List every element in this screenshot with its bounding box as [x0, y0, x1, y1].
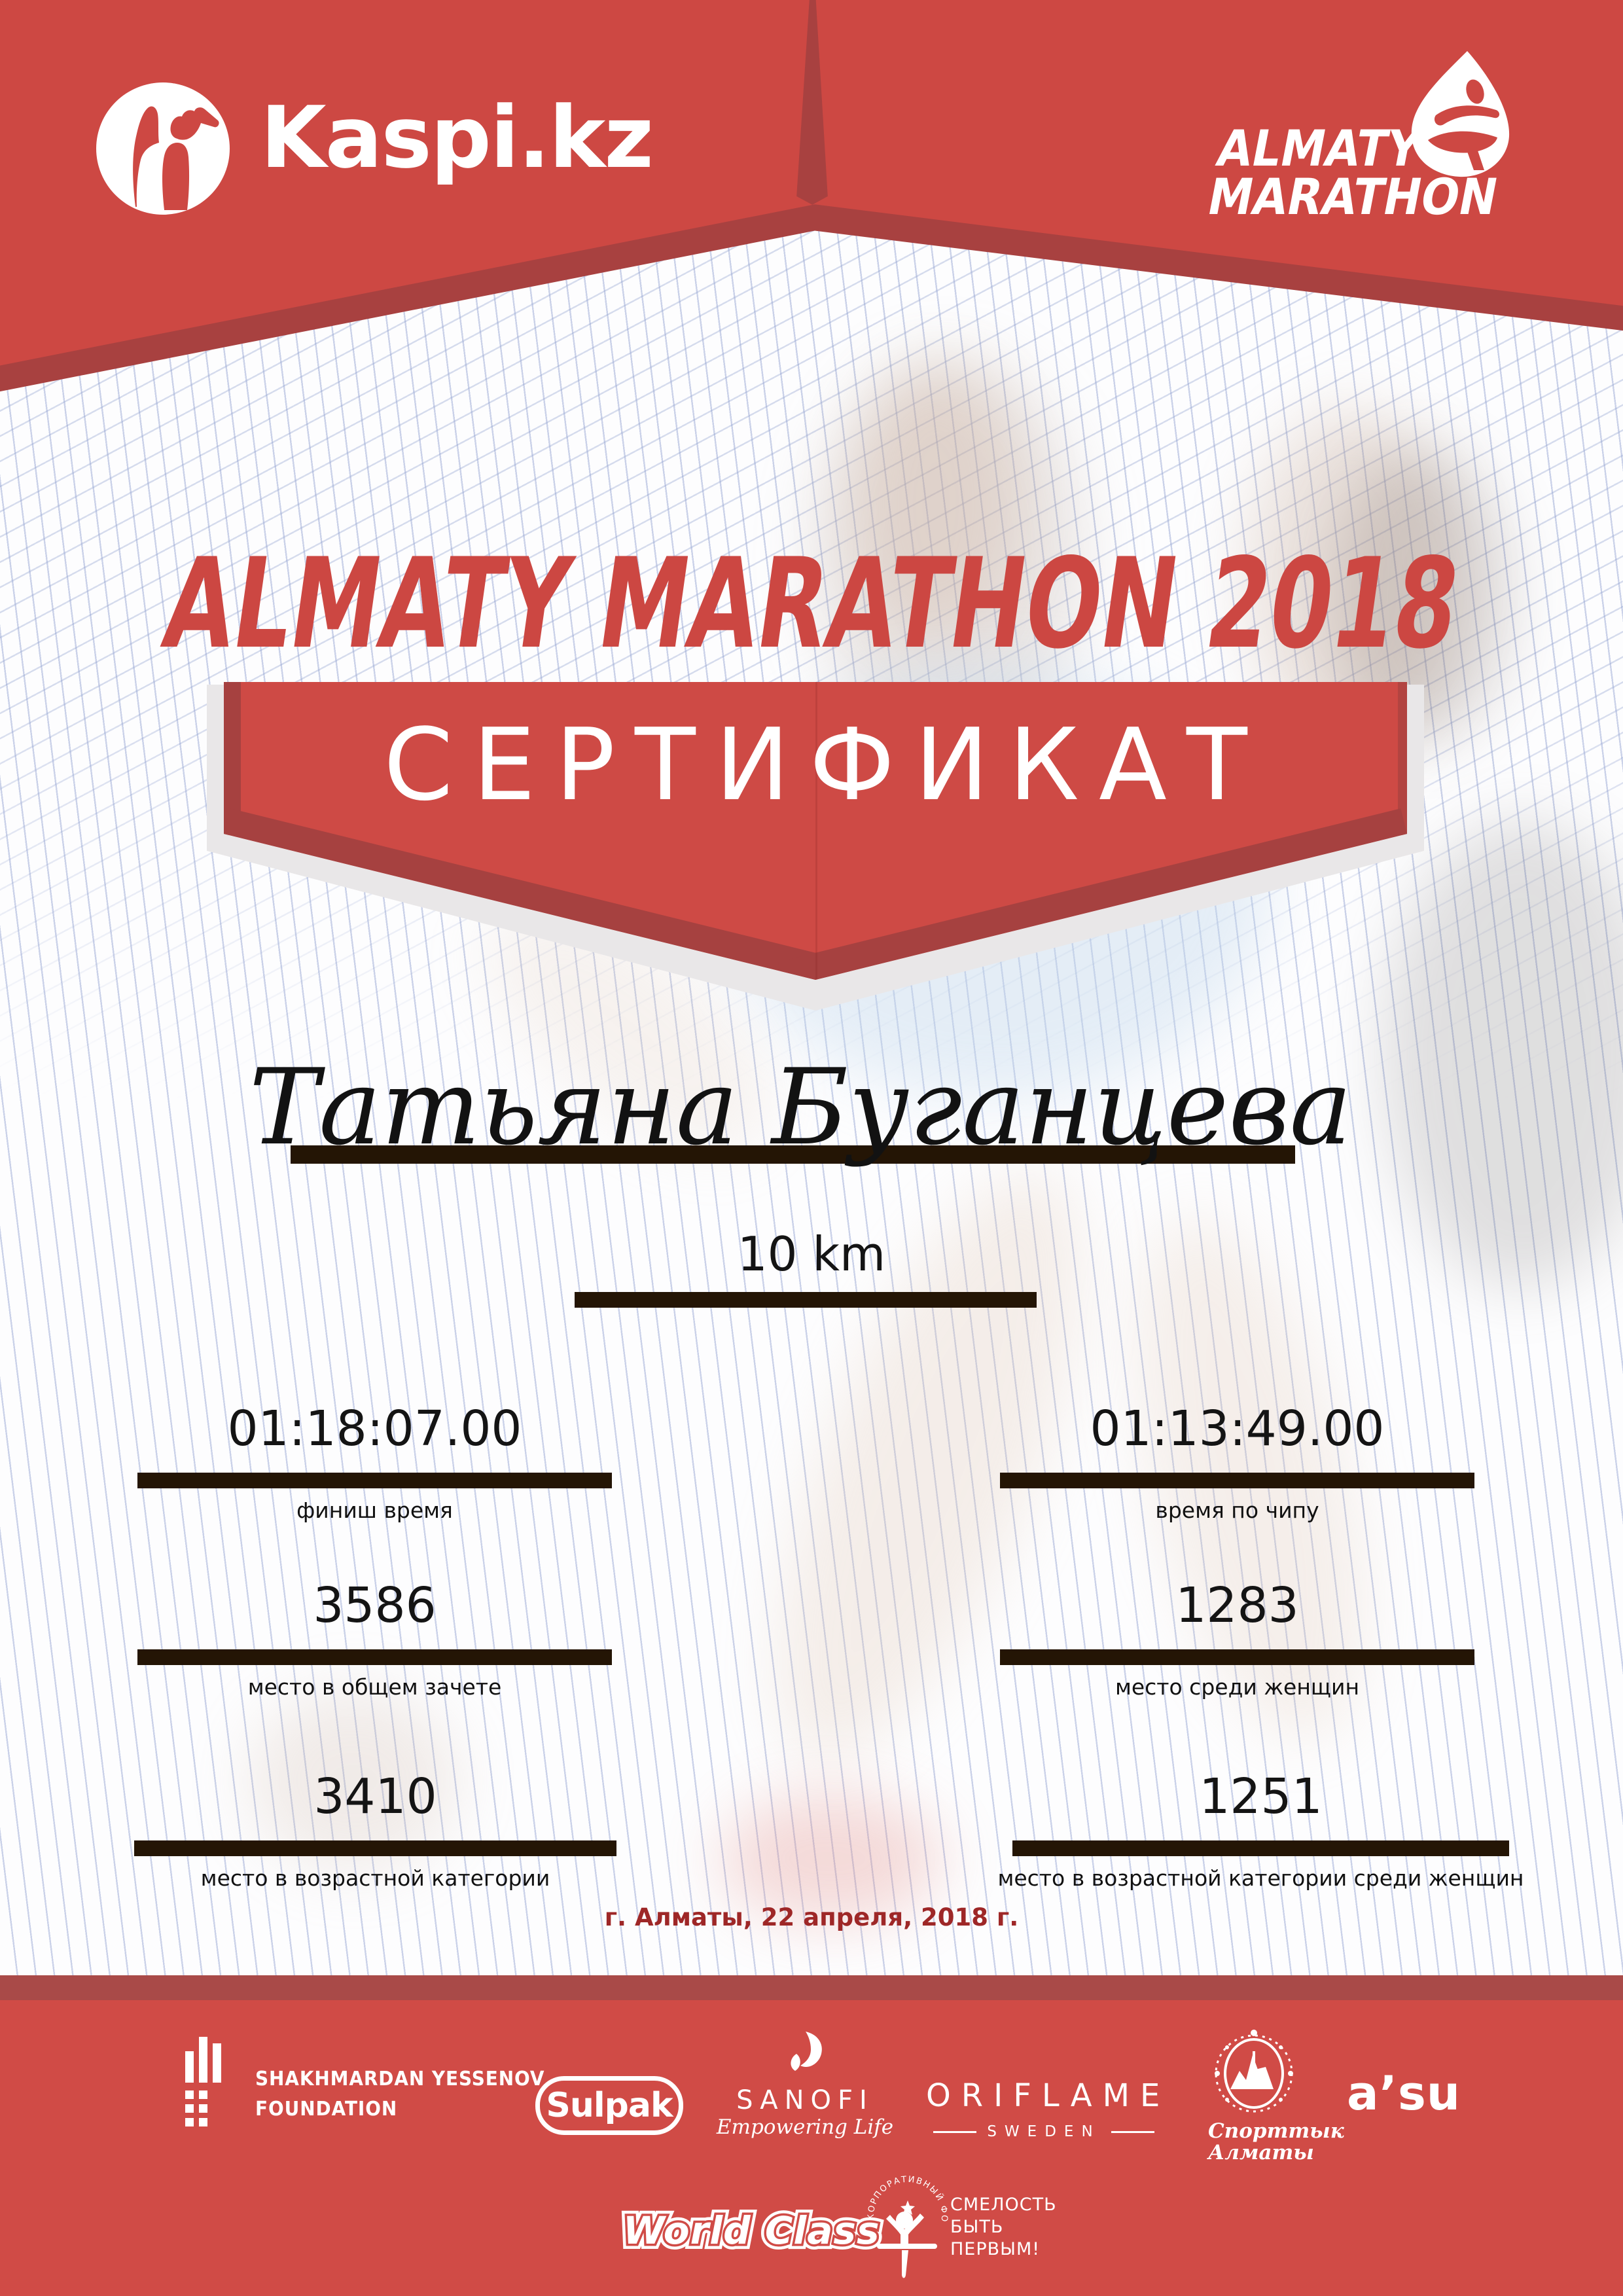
yessenov-square [199, 2090, 207, 2099]
fund-motto: СМЕЛОСТЬ БЫТЬ ПЕРВЫМ! [950, 2194, 1057, 2261]
stat-value: 3410 [313, 1768, 437, 1825]
yessenov-foundation-name: SHAKHMARDAN YESSENOV FOUNDATION [255, 2064, 544, 2125]
photo-blob [1381, 818, 1623, 1289]
footer-sponsor-band: SHAKHMARDAN YESSENOV FOUNDATION Sulpak S… [0, 2000, 1623, 2296]
guilloche-pattern [0, 183, 1623, 1990]
participant-name: Татьяна Буганцева [249, 1046, 1352, 1168]
kaspi-logo-text: Kaspi.kz [260, 88, 654, 187]
stat-underline [137, 1649, 612, 1665]
sulpak-logo-text: Sulpak [546, 2086, 673, 2125]
stat-label: место в общем зачете [247, 1674, 502, 1700]
fund-logo: КОРПОРАТИВНЫЙ ФОНД [861, 2164, 950, 2283]
sport-almaty-line2: Алматы [1208, 2141, 1314, 2164]
fund-motto-line1: СМЕЛОСТЬ [950, 2195, 1057, 2215]
sanofi-tagline: Empowering Life [716, 2115, 894, 2139]
stat-value: 01:13:49.00 [1090, 1401, 1385, 1457]
page-title: ALMATY MARATHON 2018 [155, 531, 1468, 676]
distance-value: 10 km [737, 1227, 886, 1282]
yessenov-square [185, 2090, 194, 2099]
yessenov-bar [185, 2051, 194, 2083]
oriflame-left-rule [933, 2130, 977, 2133]
runner-drop-icon [1411, 51, 1510, 177]
yessenov-square [199, 2118, 207, 2126]
stat-underline [1000, 1649, 1474, 1665]
stat-value: 01:18:07.00 [227, 1401, 522, 1457]
stat-value: 1283 [1175, 1577, 1299, 1634]
oriflame-logo-text: ORIFLAME [926, 2077, 1171, 2114]
sulpak-logo: Sulpak [535, 2076, 683, 2135]
certificate-label: СЕРТИФИКАТ [383, 707, 1267, 823]
ribbon-fold-right [1398, 682, 1407, 835]
yessenov-foundation-icon [185, 2037, 224, 2128]
photo-blob [851, 367, 1021, 641]
almaty-marathon-logo: ALMATY MARATHON [1203, 51, 1543, 226]
event-date-location: г. Алматы, 22 апреля, 2018 г. [604, 1903, 1019, 1931]
footer-shadow-strip [0, 1975, 1623, 2000]
sanofi-bird-icon [791, 2032, 822, 2071]
sport-almaty-emblem-icon [1215, 2030, 1293, 2113]
sanofi-logo: SANOFI Empowering Life [707, 2032, 903, 2139]
yessenov-line1: SHAKHMARDAN YESSENOV [255, 2068, 545, 2090]
yessenov-bar [199, 2037, 207, 2083]
fund-motto-line2: БЫТЬ [950, 2217, 1004, 2237]
sport-almaty-line1: Спорттык [1208, 2119, 1344, 2143]
kaspi-icon [96, 82, 230, 215]
yessenov-bar [213, 2043, 221, 2083]
fund-motto-line3: ПЕРВЫМ! [950, 2239, 1041, 2259]
stat-label: время по чипу [1155, 1498, 1319, 1523]
yessenov-square [199, 2104, 207, 2113]
oriflame-logo: ORIFLAME SWEDEN [926, 2077, 1162, 2140]
sanofi-logo-text: SANOFI [736, 2085, 874, 2115]
ribbon-center-seam [815, 682, 817, 980]
yessenov-square [185, 2118, 194, 2126]
stat-underline [1012, 1840, 1509, 1856]
oriflame-sweden-row: SWEDEN [926, 2123, 1162, 2140]
distance-underline [575, 1292, 1037, 1308]
oriflame-right-rule [1111, 2130, 1154, 2133]
stat-value: 1251 [1199, 1768, 1323, 1825]
photo-blob [720, 1793, 942, 1924]
yessenov-line2: FOUNDATION [255, 2098, 398, 2121]
sport-almaty-name: Спорттык Алматы [1208, 2119, 1344, 2164]
stat-label: финиш время [296, 1498, 453, 1523]
worldclass-logo-outline: World Class [618, 2203, 885, 2258]
stat-underline [134, 1840, 616, 1856]
stat-underline [1000, 1473, 1474, 1488]
name-underline [291, 1145, 1295, 1164]
stat-label: место в возрастной категории [200, 1865, 550, 1891]
worldclass-logo-text: World Class [623, 2208, 880, 2253]
asu-logo: aʼsu [1347, 2066, 1461, 2121]
fund-emblem-icon: КОРПОРАТИВНЫЙ ФОНД [861, 2164, 948, 2278]
oriflame-sweden-text: SWEDEN [987, 2123, 1101, 2140]
stat-label: место в возрастной категории среди женщи… [997, 1865, 1524, 1891]
stat-value: 3586 [313, 1577, 437, 1634]
stat-label: место среди женщин [1115, 1674, 1360, 1700]
stat-underline [137, 1473, 612, 1488]
sport-almaty-logo: Спорттык Алматы [1208, 2029, 1344, 2164]
yessenov-square [185, 2104, 194, 2113]
worldclass-logo-halo: World Class [620, 2206, 881, 2255]
